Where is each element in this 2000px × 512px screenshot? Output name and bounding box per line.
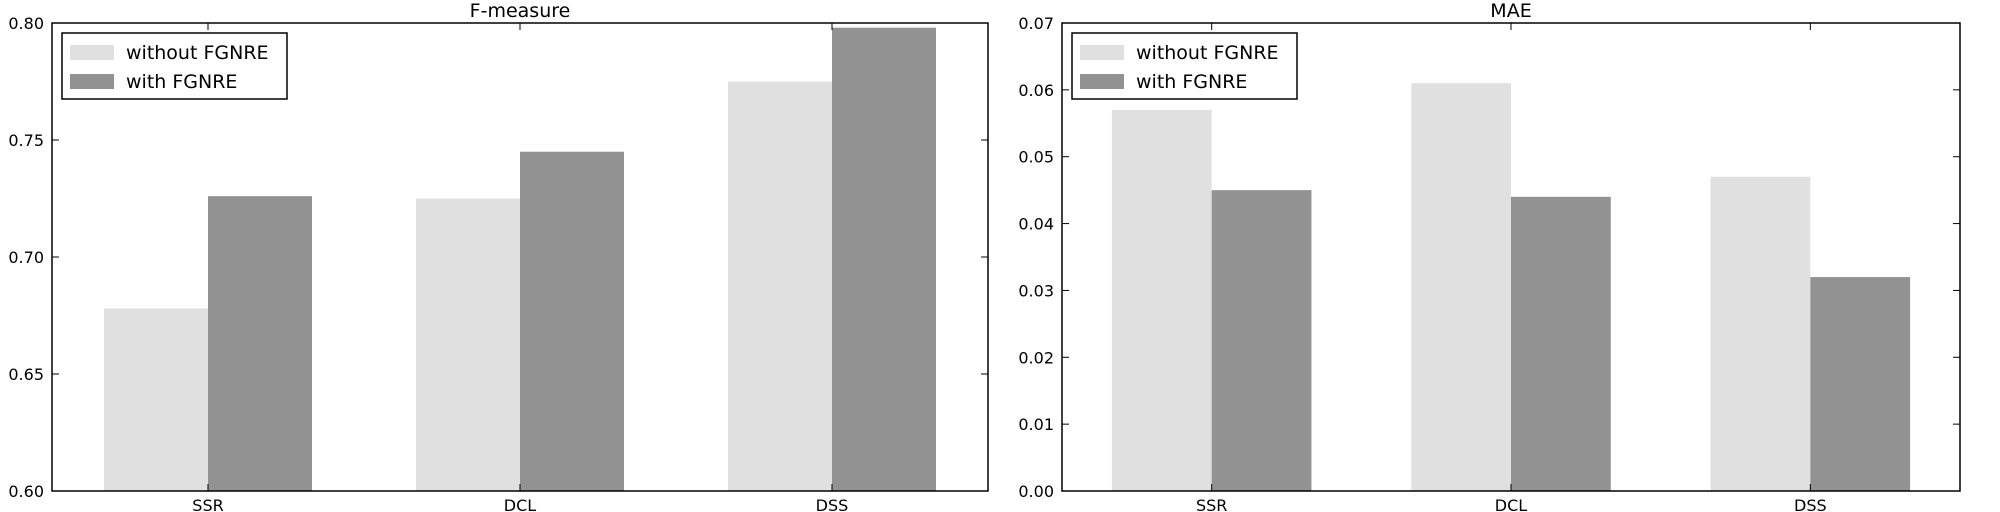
chart-1-ytick-label: 0.70 — [8, 248, 44, 267]
chart-1-legend-swatch-with — [70, 74, 114, 89]
chart-1-bar-ssr-with — [208, 196, 312, 491]
chart-2-bar-ssr-without — [1111, 109, 1212, 492]
chart-1-bar-dcl-with — [520, 151, 624, 491]
chart-1-ytick-label: 0.75 — [8, 131, 44, 150]
chart-1-xtick-label-dss: DSS — [816, 496, 849, 512]
chart-2-ytick-label: 0.02 — [1018, 348, 1054, 367]
chart-2-ytick-label: 0.00 — [1018, 482, 1054, 501]
chart-2-legend-label-with: with FGNRE — [1136, 71, 1247, 93]
chart-1-bar-ssr-without — [104, 308, 208, 491]
chart-2-xtick-label-dcl: DCL — [1495, 496, 1527, 512]
chart-2-legend-label-without: without FGNRE — [1136, 42, 1279, 64]
chart-2-ytick-label: 0.04 — [1018, 215, 1054, 234]
chart-1-xtick-label-dcl: DCL — [504, 496, 536, 512]
chart-1-ytick-label: 0.60 — [8, 482, 44, 501]
chart-1-ytick-label: 0.65 — [8, 365, 44, 384]
chart-1-legend-label-with: with FGNRE — [126, 71, 237, 93]
chart-2-bar-dcl-with — [1511, 196, 1611, 492]
chart-2-ytick-label: 0.03 — [1018, 281, 1054, 300]
chart-2-bar-dcl-without — [1411, 83, 1511, 492]
chart-2-ytick-label: 0.06 — [1018, 81, 1054, 100]
chart-1-xtick-label-ssr: SSR — [192, 496, 223, 512]
chart-2-ytick-label: 0.05 — [1018, 148, 1054, 167]
chart-1-legend-swatch-without — [70, 45, 114, 60]
chart-2-ytick-label: 0.07 — [1018, 14, 1054, 33]
chart-2-bar-dss-with — [1810, 277, 1911, 491]
chart-2-xtick-label-ssr: SSR — [1196, 496, 1227, 512]
chart-1-bar-dss-with — [832, 27, 936, 492]
chart-2-title: MAE — [1490, 0, 1531, 22]
chart-2-legend-swatch-with — [1080, 74, 1124, 89]
chart-2-xtick-label-dss: DSS — [1794, 496, 1827, 512]
chart-1-bar-dcl-without — [416, 198, 520, 491]
chart-2-bar-ssr-with — [1211, 190, 1312, 491]
chart-2-bar-dss-without — [1710, 176, 1811, 491]
chart-1-title: F-measure — [470, 0, 571, 22]
chart-2-legend-swatch-without — [1080, 45, 1124, 60]
chart-1-ytick-label: 0.80 — [8, 14, 44, 33]
chart-1-legend-label-without: without FGNRE — [126, 42, 269, 64]
chart-2-ytick-label: 0.01 — [1018, 415, 1054, 434]
chart-1-bar-dss-without — [728, 81, 832, 491]
